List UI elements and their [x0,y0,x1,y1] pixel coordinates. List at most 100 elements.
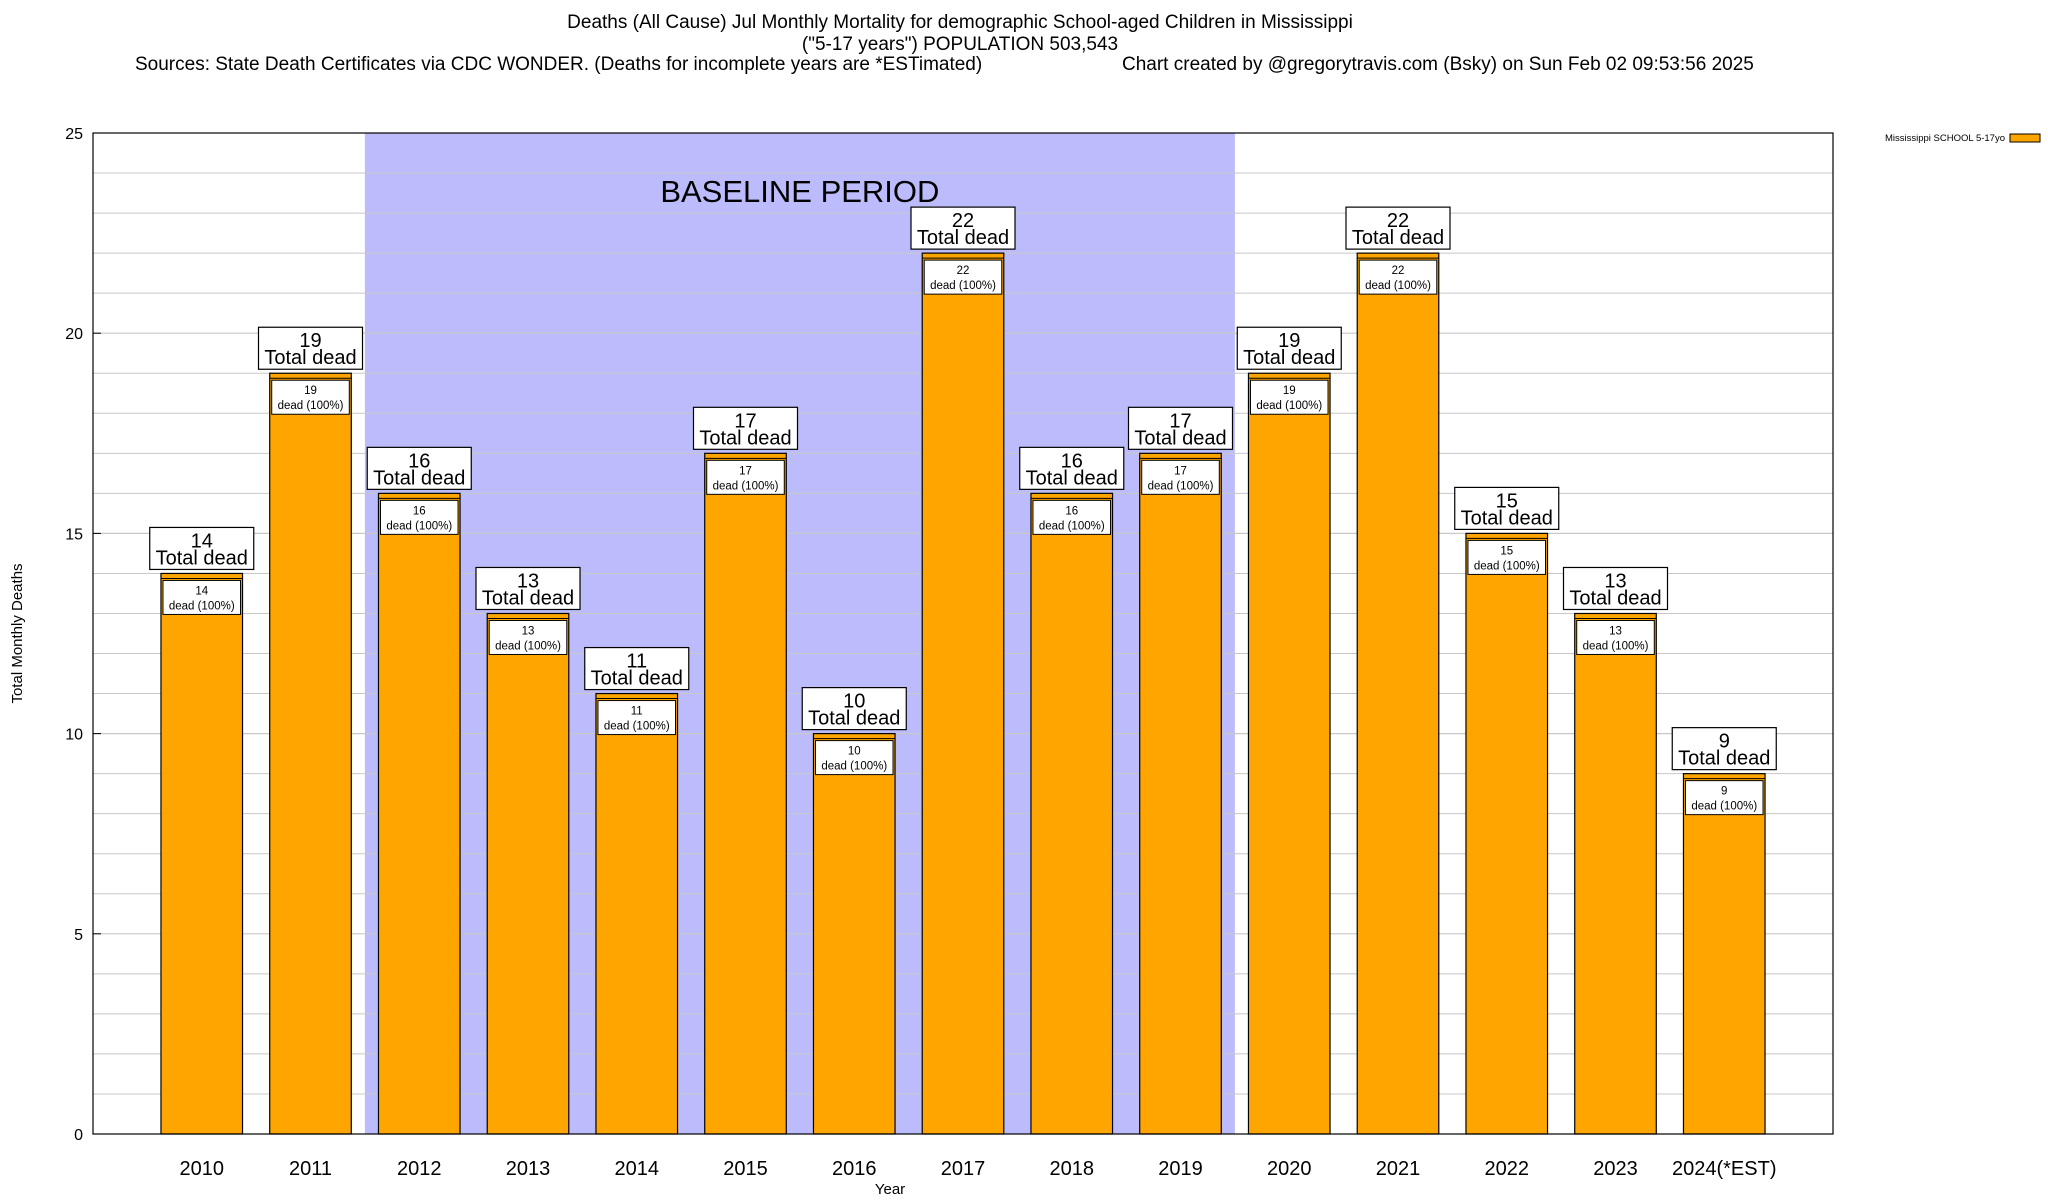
bar [812,732,896,1135]
plot-border [92,132,1834,1135]
x-tick-label: 2021 [1376,1158,1421,1180]
inner-label-box [488,619,568,655]
inner-label-box [814,740,894,776]
top-label-box [149,526,255,571]
bar [1030,492,1114,1135]
chart-title: Deaths (All Cause) Jul Monthly Mortality… [567,12,1353,33]
x-tick-label: 2013 [506,1158,551,1180]
inner-label-text: dead (100%) [930,280,996,292]
inner-label-text: dead (100%) [1583,640,1649,652]
top-label-box [1562,566,1669,611]
inner-label-value: 19 [304,385,317,397]
chart-credit: Chart created by @gregorytravis.com (Bsk… [1122,54,1754,75]
x-tick-label: 2020 [1267,1158,1312,1180]
inner-label-value: 22 [1392,265,1405,277]
bar [921,252,1005,1135]
y-tick-label: 5 [74,927,83,944]
bar [1356,252,1440,1135]
top-label-text: Total dead [1678,748,1770,770]
bar [704,452,787,1135]
inner-label-box [597,700,677,736]
legend-swatch [2009,133,2041,143]
inner-label-text: dead (100%) [1474,560,1540,572]
inner-label-box [1467,539,1547,575]
x-tick-label: 2023 [1593,1158,1638,1180]
legend-label: Mississippi SCHOOL 5-17yo [1885,133,2005,144]
bar [377,492,461,1135]
top-label-text: Total dead [1569,587,1661,609]
top-label-box [801,686,907,731]
top-label-value: 13 [517,570,539,592]
top-label-text: Total dead [808,708,900,730]
baseline-label: BASELINE PERIOD [660,174,939,209]
chart-sources: Sources: State Death Certificates via CD… [135,54,983,75]
top-label-box [257,326,364,370]
x-tick-label: 2010 [180,1158,225,1180]
top-label-text: Total dead [1026,467,1118,489]
top-label-value: 22 [1387,210,1409,232]
chart-subtitle: ("5-17 years") POPULATION 503,543 [801,34,1119,55]
inner-label-value: 22 [957,265,970,277]
inner-label-text: dead (100%) [1039,520,1105,532]
top-label-value: 16 [408,450,430,472]
inner-label-text: dead (100%) [386,520,452,532]
top-label-value: 11 [626,651,647,673]
top-label-value: 19 [1278,330,1300,352]
bar [486,612,570,1135]
top-label-box [584,646,690,691]
top-label-value: 17 [1169,410,1191,432]
top-label-text: Total dead [482,587,574,609]
top-label-text: Total dead [1134,427,1226,449]
top-label-value: 17 [734,410,756,432]
y-tick-label: 15 [65,526,83,543]
top-label-text: Total dead [1352,227,1444,249]
top-label-text: Total dead [373,467,465,489]
bar [269,372,352,1135]
top-label-text: Total dead [156,547,248,569]
inner-label-value: 17 [1174,465,1187,477]
inner-label-box [1249,379,1329,415]
inner-label-value: 15 [1500,545,1513,557]
inner-label-value: 13 [1609,625,1622,637]
top-label-text: Total dead [1461,507,1553,529]
x-tick-label: 2022 [1485,1158,1530,1180]
x-tick-label: 2018 [1050,1158,1095,1180]
inner-label-value: 9 [1721,786,1727,798]
inner-label-box [1684,780,1764,816]
top-label-value: 19 [299,330,321,352]
top-label-box [692,406,799,450]
top-label-box [1236,326,1342,370]
top-label-box [1345,206,1451,250]
inner-label-box [379,499,459,535]
inner-label-value: 16 [413,505,426,517]
x-tick-label: 2019 [1158,1158,1203,1180]
inner-label-box [1576,619,1655,655]
x-tick-label: 2017 [941,1158,986,1180]
bar [160,572,244,1135]
top-label-value: 9 [1719,731,1730,753]
inner-label-box [706,459,785,495]
x-tick-label: 2024(*EST) [1672,1158,1777,1180]
x-axis-label: Year [875,1181,905,1198]
top-label-text: Total dead [591,668,683,690]
y-tick-label: 20 [65,326,83,343]
bar [1139,452,1222,1135]
inner-label-value: 19 [1283,385,1296,397]
bar [1682,773,1766,1135]
bar [1574,612,1657,1135]
bar [595,692,679,1135]
y-tick-label: 25 [65,126,83,143]
top-label-value: 16 [1061,450,1083,472]
y-tick-label: 0 [74,1127,83,1144]
inner-label-value: 17 [739,465,752,477]
bar [1247,372,1331,1135]
inner-label-value: 16 [1065,505,1078,517]
inner-label-box [162,579,242,615]
y-tick-label: 10 [65,727,83,744]
bar [1465,532,1549,1135]
chart-title-block: Deaths (All Cause) Jul Monthly Mortality… [0,12,1920,56]
inner-label-value: 13 [522,625,535,637]
inner-label-box [1032,499,1112,535]
top-label-text: Total dead [1243,347,1335,369]
